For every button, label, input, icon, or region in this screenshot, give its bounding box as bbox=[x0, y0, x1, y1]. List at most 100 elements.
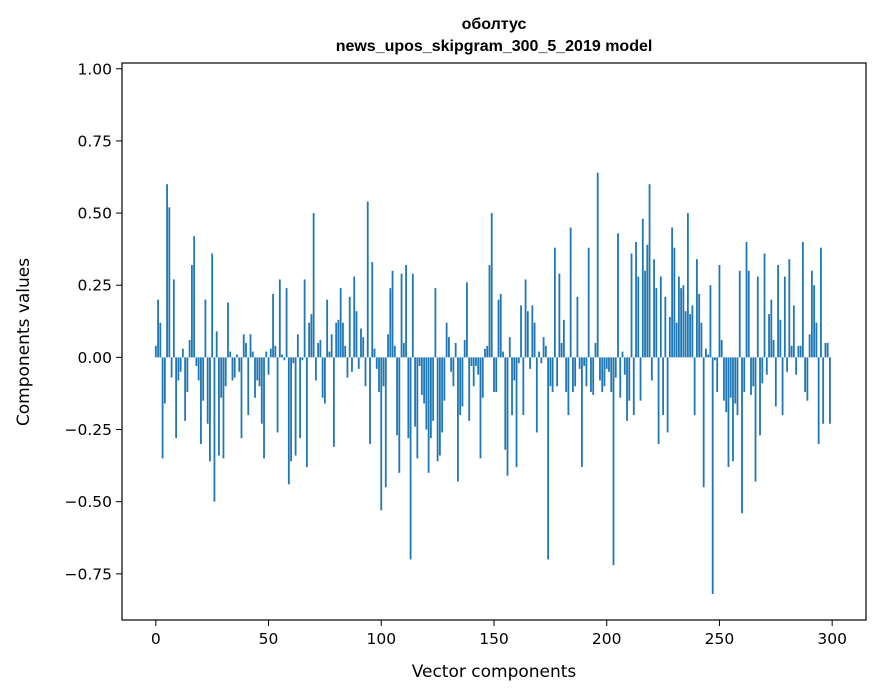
bar-67 bbox=[305, 357, 308, 468]
bar-70 bbox=[312, 213, 315, 358]
bar-20 bbox=[200, 357, 202, 444]
bar-211 bbox=[630, 253, 633, 358]
y-tick-label: 0.75 bbox=[77, 132, 112, 150]
bar-105 bbox=[391, 270, 394, 358]
bar-80 bbox=[335, 322, 338, 358]
bar-258 bbox=[736, 357, 739, 416]
bar-89 bbox=[355, 311, 358, 358]
bar-125 bbox=[436, 357, 439, 462]
bar-45 bbox=[256, 357, 259, 381]
bar-151 bbox=[495, 357, 498, 392]
bar-42 bbox=[249, 334, 252, 358]
bar-63 bbox=[296, 334, 299, 358]
y-axis-ticks: −0.75 −0.50 −0.25 0.00 0.25 0.50 0.75 1.00 bbox=[65, 60, 122, 583]
bar-173 bbox=[544, 345, 547, 358]
bar-190 bbox=[583, 357, 586, 367]
bar-282 bbox=[790, 345, 793, 358]
bar-13 bbox=[184, 357, 187, 421]
bar-138 bbox=[466, 282, 468, 358]
bar-120 bbox=[425, 357, 428, 430]
bar-226 bbox=[664, 296, 667, 358]
bar-53 bbox=[274, 345, 277, 358]
bar-130 bbox=[448, 337, 450, 358]
bar-153 bbox=[499, 293, 502, 358]
bar-52 bbox=[272, 293, 274, 358]
bar-170 bbox=[538, 351, 540, 358]
bar-248 bbox=[714, 357, 716, 361]
bar-1 bbox=[157, 299, 159, 358]
y-tick-label: −0.50 bbox=[65, 493, 113, 511]
bar-214 bbox=[637, 276, 640, 358]
bar-60 bbox=[290, 357, 292, 462]
bar-126 bbox=[438, 357, 441, 456]
bar-26 bbox=[213, 357, 216, 502]
bar-208 bbox=[623, 357, 626, 375]
bar-275 bbox=[774, 357, 777, 407]
bar-102 bbox=[384, 357, 387, 488]
bar-82 bbox=[339, 288, 342, 358]
bar-220 bbox=[650, 357, 653, 381]
bar-191 bbox=[585, 357, 588, 387]
bar-231 bbox=[675, 322, 678, 358]
bar-201 bbox=[608, 357, 610, 372]
bar-295 bbox=[820, 247, 822, 358]
bar-269 bbox=[761, 357, 764, 384]
bar-224 bbox=[659, 276, 662, 358]
bar-31 bbox=[224, 357, 227, 387]
bar-59 bbox=[287, 357, 290, 485]
bar-32 bbox=[227, 302, 229, 358]
bar-262 bbox=[745, 241, 748, 358]
bar-50 bbox=[267, 357, 270, 375]
bar-64 bbox=[299, 357, 302, 439]
bar-36 bbox=[236, 354, 238, 358]
bar-2 bbox=[159, 322, 162, 358]
bar-193 bbox=[590, 357, 592, 392]
bar-219 bbox=[648, 184, 651, 358]
bar-160 bbox=[515, 357, 518, 468]
bar-78 bbox=[330, 334, 333, 358]
bar-174 bbox=[547, 357, 550, 560]
bar-157 bbox=[508, 337, 511, 358]
bar-225 bbox=[662, 357, 664, 416]
bar-33 bbox=[229, 351, 232, 358]
bar-69 bbox=[310, 314, 313, 358]
bar-212 bbox=[632, 357, 635, 416]
bar-117 bbox=[418, 357, 421, 367]
bar-133 bbox=[454, 342, 457, 358]
bar-71 bbox=[314, 357, 317, 381]
bar-230 bbox=[673, 247, 676, 358]
bar-44 bbox=[254, 357, 256, 398]
bar-183 bbox=[567, 357, 570, 416]
bar-132 bbox=[452, 357, 455, 387]
bar-6 bbox=[168, 207, 171, 358]
bar-93 bbox=[364, 357, 367, 387]
bar-198 bbox=[601, 357, 604, 392]
bar-176 bbox=[551, 357, 554, 392]
bar-293 bbox=[815, 322, 818, 358]
bar-171 bbox=[540, 357, 543, 364]
bar-294 bbox=[817, 357, 820, 444]
bar-143 bbox=[477, 357, 480, 375]
bar-159 bbox=[513, 357, 516, 381]
bar-29 bbox=[220, 357, 223, 398]
bar-218 bbox=[646, 244, 649, 358]
bar-245 bbox=[707, 354, 710, 358]
bar-278 bbox=[781, 357, 784, 416]
bar-14 bbox=[186, 357, 189, 392]
bar-237 bbox=[689, 314, 692, 358]
bar-188 bbox=[578, 357, 581, 369]
bar-113 bbox=[409, 357, 412, 560]
bar-118 bbox=[420, 357, 423, 395]
bar-96 bbox=[371, 262, 374, 358]
bar-297 bbox=[824, 342, 827, 358]
bar-39 bbox=[242, 334, 245, 358]
bar-167 bbox=[531, 305, 534, 358]
bar-168 bbox=[533, 322, 536, 358]
y-tick-label: 0.25 bbox=[77, 277, 112, 295]
bar-217 bbox=[644, 270, 646, 358]
bar-254 bbox=[727, 357, 730, 468]
bar-152 bbox=[497, 299, 500, 358]
x-tick-label: 100 bbox=[366, 630, 396, 648]
bar-223 bbox=[657, 357, 660, 444]
bar-238 bbox=[691, 305, 694, 358]
